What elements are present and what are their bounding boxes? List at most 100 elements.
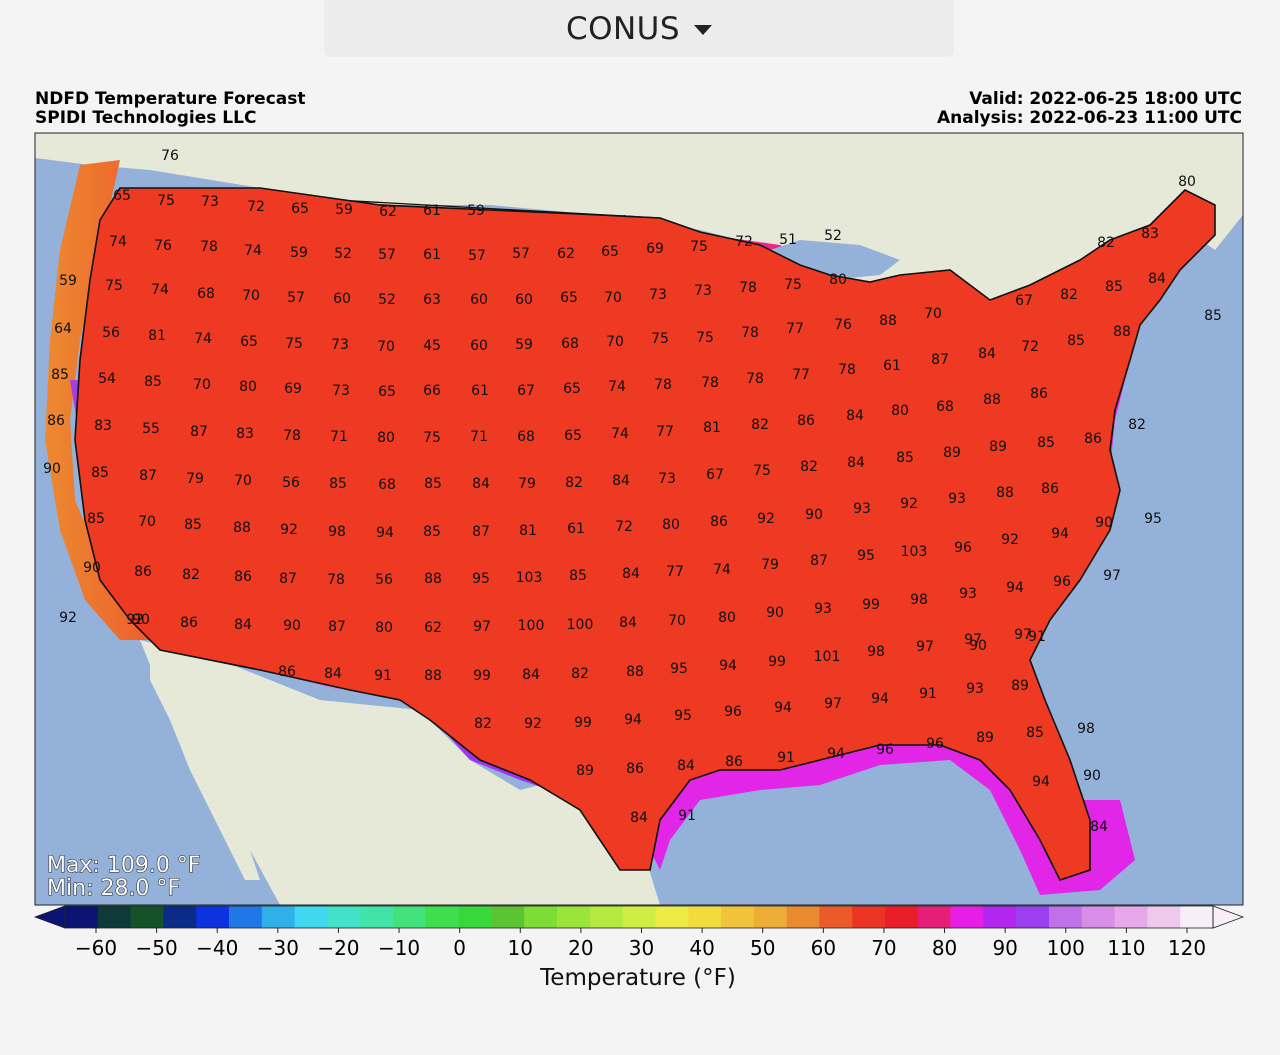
temperature-label: 84 (1148, 271, 1166, 287)
valid-time: Valid: 2022-06-25 18:00 UTC (969, 89, 1242, 109)
temperature-label: 83 (236, 426, 254, 442)
temperature-label: 68 (378, 477, 396, 493)
temperature-label: 87 (190, 424, 208, 440)
temperature-label: 74 (608, 379, 626, 395)
colorbar-swatch (622, 906, 656, 928)
temperature-label: 80 (239, 379, 257, 395)
temperature-label: 65 (113, 188, 131, 204)
temperature-label: 85 (1204, 308, 1222, 324)
colorbar-label: Temperature (°F) (539, 965, 736, 991)
temperature-label: 82 (182, 567, 200, 583)
temperature-label: 65 (240, 334, 258, 350)
temperature-label: 94 (827, 746, 845, 762)
temperature-label: 70 (606, 334, 624, 350)
temperature-label: 65 (291, 201, 309, 217)
temperature-label: 94 (719, 658, 737, 674)
temperature-label: 84 (324, 666, 342, 682)
temperature-label: 57 (468, 248, 486, 264)
temperature-label: 75 (423, 430, 441, 446)
temperature-label: 94 (871, 691, 889, 707)
temperature-label: 78 (739, 280, 757, 296)
temperature-label: 85 (91, 465, 109, 481)
analysis-time: Analysis: 2022-06-23 11:00 UTC (937, 108, 1242, 128)
temperature-label: 92 (1001, 532, 1019, 548)
temperature-label: 92 (280, 522, 298, 538)
temperature-label: 52 (378, 292, 396, 308)
temperature-label: 68 (936, 399, 954, 415)
mexico-land (140, 640, 660, 905)
temperature-label: 64 (54, 321, 72, 337)
temperature-label: 76 (161, 148, 179, 164)
temperature-label: 72 (615, 519, 633, 535)
temperature-label: 86 (710, 514, 728, 530)
temperature-label: 63 (423, 292, 441, 308)
temperature-label: 61 (567, 521, 585, 537)
colorbar-swatch (983, 906, 1017, 928)
region-dropdown[interactable]: CONUS (324, 0, 954, 57)
colorbar-swatch (655, 906, 689, 928)
temperature-label: 89 (576, 763, 594, 779)
temperature-label: 60 (470, 292, 488, 308)
temperature-label: 70 (242, 288, 260, 304)
colorbar-swatch (1180, 906, 1214, 928)
temperature-label: 99 (862, 597, 880, 613)
temperature-label: 86 (234, 569, 252, 585)
temperature-label: 77 (666, 564, 684, 580)
colorbar-swatch (97, 906, 132, 928)
temperature-label: 85 (1037, 435, 1055, 451)
colorbar-swatch (229, 906, 263, 928)
colorbar-swatch (1081, 906, 1116, 928)
temperature-label: 67 (706, 467, 724, 483)
temperature-label: 52 (334, 246, 352, 262)
temperature-label: 80 (718, 610, 736, 626)
colorbar-tick-label: 80 (932, 936, 957, 960)
temperature-label: 86 (725, 754, 743, 770)
temperature-label: 89 (943, 445, 961, 461)
temperature-label: 82 (1097, 235, 1115, 251)
temperature-label: 62 (557, 246, 575, 262)
temperature-label: 84 (1090, 819, 1108, 835)
colorbar-swatch (1147, 906, 1181, 928)
temperature-label: 87 (472, 524, 490, 540)
temperature-label: 86 (278, 664, 296, 680)
temperature-label: 62 (424, 620, 442, 636)
colorbar-tick-label: 50 (750, 936, 775, 960)
temperature-label: 78 (654, 377, 672, 393)
colorbar-tick-label: −60 (75, 936, 117, 960)
temperature-label: 78 (741, 325, 759, 341)
temperature-label: 61 (423, 247, 441, 263)
temperature-label: 81 (148, 328, 166, 344)
temperature-label: 79 (186, 471, 204, 487)
temperature-label: 85 (51, 367, 69, 383)
temperature-label: 84 (677, 758, 695, 774)
temperature-label: 60 (470, 338, 488, 354)
temperature-label: 98 (1077, 721, 1095, 737)
colorbar-swatch (950, 906, 984, 928)
colorbar-swatch (294, 906, 328, 928)
temperature-label: 59 (467, 203, 485, 219)
temperature-label: 86 (47, 413, 65, 429)
temperature-label: 85 (1026, 725, 1044, 741)
temperature-label: 86 (797, 413, 815, 429)
temperature-label: 72 (247, 199, 265, 215)
temperature-label: 84 (846, 408, 864, 424)
colorbar-tick-label: 120 (1168, 936, 1206, 960)
temperature-label: 73 (649, 287, 667, 303)
temperature-label: 87 (139, 468, 157, 484)
temperature-label: 97 (964, 632, 982, 648)
temperature-label: 73 (694, 283, 712, 299)
temperature-label: 75 (285, 336, 303, 352)
temperature-label: 94 (624, 712, 642, 728)
temperature-label: 56 (282, 475, 300, 491)
temperature-label: 86 (134, 564, 152, 580)
colorbar-swatch (524, 906, 558, 928)
colorbar-tick-label: 60 (811, 936, 836, 960)
temperature-label: 93 (814, 601, 832, 617)
temperature-label: 80 (377, 430, 395, 446)
colorbar-tick-label: 40 (689, 936, 714, 960)
temperature-label: 51 (779, 232, 797, 248)
temperature-label: 68 (517, 429, 535, 445)
temperature-label: 82 (800, 459, 818, 475)
temperature-label: 70 (604, 290, 622, 306)
